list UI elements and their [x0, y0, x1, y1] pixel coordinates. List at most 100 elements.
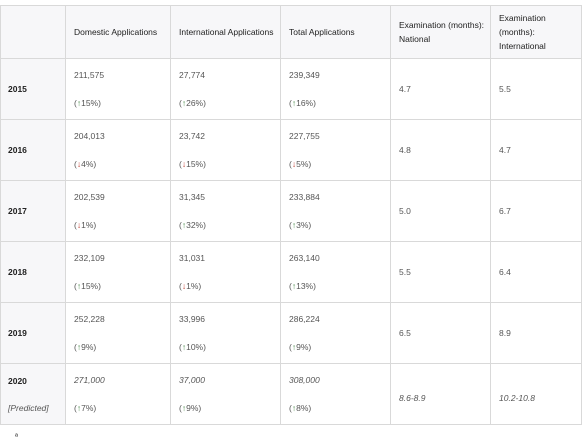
- domestic-change: (↓4%): [74, 159, 97, 169]
- international-value: 27,774: [179, 70, 205, 80]
- row-year-cell: 2019: [0, 302, 66, 364]
- year-label: 2019: [8, 328, 27, 338]
- predicted-note: [Predicted]: [8, 402, 49, 413]
- arrow-up-icon: ↑: [291, 281, 297, 291]
- international-change: (↓1%): [179, 281, 202, 291]
- total-cell: 239,349 (↑16%): [280, 58, 391, 120]
- domestic-cell: 252,228 (↑9%): [65, 302, 171, 364]
- domestic-change: (↑15%): [74, 281, 101, 291]
- domestic-value: 232,109: [74, 253, 105, 263]
- arrow-up-icon: ↑: [291, 220, 297, 230]
- header-exam-national: Examination (months): National: [390, 5, 491, 59]
- domestic-change: (↑15%): [74, 98, 101, 108]
- international-change: (↑26%): [179, 98, 206, 108]
- international-cell: 31,031 (↓1%): [170, 241, 281, 303]
- international-cell: 31,345 (↑32%): [170, 180, 281, 242]
- total-cell: 233,884 (↑3%): [280, 180, 391, 242]
- table-body: 2015 211,575 (↑15%) 27,774 (↑26%) 239,34…: [0, 58, 582, 425]
- domestic-cell: 232,109 (↑15%): [65, 241, 171, 303]
- total-change: (↑3%): [289, 220, 312, 230]
- table-row: 2017 202,539 (↓1%) 31,345 (↑32%) 233,884…: [0, 180, 582, 242]
- arrow-up-icon: ↑: [181, 342, 187, 352]
- total-value: 308,000: [289, 375, 320, 385]
- arrow-up-icon: ↑: [181, 98, 187, 108]
- header-domestic: Domestic Applications: [65, 5, 171, 59]
- total-value: 233,884: [289, 192, 320, 202]
- arrow-up-icon: ↑: [76, 98, 82, 108]
- total-value: 239,349: [289, 70, 320, 80]
- year-label: 2020: [8, 375, 27, 386]
- international-value: 37,000: [179, 375, 205, 385]
- domestic-cell: 211,575 (↑15%): [65, 58, 171, 120]
- arrow-up-icon: ↑: [76, 342, 82, 352]
- total-change: (↑16%): [289, 98, 316, 108]
- international-cell: 23,742 (↓15%): [170, 119, 281, 181]
- row-year-cell: 2015: [0, 58, 66, 120]
- total-cell: 263,140 (↑13%): [280, 241, 391, 303]
- arrow-up-icon: ↑: [291, 98, 297, 108]
- domestic-value: 211,575: [74, 70, 105, 80]
- international-change: (↑32%): [179, 220, 206, 230]
- domestic-value: 202,539: [74, 192, 105, 202]
- arrow-up-icon: ↑: [181, 403, 187, 413]
- arrow-down-icon: ↓: [181, 159, 187, 169]
- exam-national-cell: 5.0: [390, 180, 491, 242]
- year-label: 2016: [8, 145, 27, 155]
- header-international: International Applications: [170, 5, 281, 59]
- arrow-up-icon: ↑: [76, 403, 82, 413]
- total-value: 227,755: [289, 131, 320, 141]
- arrow-up-icon: ↑: [181, 220, 187, 230]
- arrow-down-icon: ↓: [291, 159, 297, 169]
- total-cell: 227,755 (↓5%): [280, 119, 391, 181]
- arrow-up-icon: ↑: [76, 281, 82, 291]
- row-year-cell: 2016: [0, 119, 66, 181]
- exam-international-cell: 6.4: [490, 241, 582, 303]
- year-label: 2015: [8, 84, 27, 94]
- domestic-value: 271,000: [74, 375, 105, 385]
- total-change: (↑13%): [289, 281, 316, 291]
- international-cell: 37,000 (↑9%): [170, 363, 281, 425]
- total-change: (↓5%): [289, 159, 312, 169]
- arrow-down-icon: ↓: [76, 159, 82, 169]
- domestic-cell: 271,000 (↑7%): [65, 363, 171, 425]
- row-year-cell: 2017: [0, 180, 66, 242]
- domestic-cell: 202,539 (↓1%): [65, 180, 171, 242]
- arrow-down-icon: ↓: [76, 220, 82, 230]
- exam-international-cell: 5.5: [490, 58, 582, 120]
- row-year-cell: 2020 [Predicted]: [0, 363, 66, 425]
- international-change: (↓15%): [179, 159, 206, 169]
- exam-national-cell: 8.6-8.9: [390, 363, 491, 425]
- exam-national-cell: 4.8: [390, 119, 491, 181]
- header-exam-international: Examination (months): International: [490, 5, 582, 59]
- table-row: 2015 211,575 (↑15%) 27,774 (↑26%) 239,34…: [0, 58, 582, 120]
- row-year-cell: 2018: [0, 241, 66, 303]
- footnote-marker: ª: [15, 432, 18, 441]
- total-change: (↑8%): [289, 403, 312, 413]
- international-cell: 27,774 (↑26%): [170, 58, 281, 120]
- header-corner-cell: [0, 5, 66, 59]
- applications-table: Domestic Applications International Appl…: [0, 5, 582, 425]
- table-row: 2018 232,109 (↑15%) 31,031 (↓1%) 263,140…: [0, 241, 582, 303]
- arrow-up-icon: ↑: [291, 403, 297, 413]
- international-change: (↑10%): [179, 342, 206, 352]
- domestic-change: (↓1%): [74, 220, 97, 230]
- table-row: 2019 252,228 (↑9%) 33,996 (↑10%) 286,224…: [0, 302, 582, 364]
- domestic-value: 204,013: [74, 131, 105, 141]
- total-change: (↑9%): [289, 342, 312, 352]
- total-cell: 308,000 (↑8%): [280, 363, 391, 425]
- year-label: 2017: [8, 206, 27, 216]
- total-cell: 286,224 (↑9%): [280, 302, 391, 364]
- total-value: 263,140: [289, 253, 320, 263]
- international-cell: 33,996 (↑10%): [170, 302, 281, 364]
- exam-international-cell: 6.7: [490, 180, 582, 242]
- exam-international-cell: 8.9: [490, 302, 582, 364]
- table-row: 2016 204,013 (↓4%) 23,742 (↓15%) 227,755…: [0, 119, 582, 181]
- international-value: 33,996: [179, 314, 205, 324]
- international-value: 31,031: [179, 253, 205, 263]
- table-row: 2020 [Predicted] 271,000 (↑7%) 37,000 (↑…: [0, 363, 582, 425]
- international-change: (↑9%): [179, 403, 202, 413]
- domestic-cell: 204,013 (↓4%): [65, 119, 171, 181]
- international-value: 31,345: [179, 192, 205, 202]
- domestic-change: (↑9%): [74, 342, 97, 352]
- header-row: Domestic Applications International Appl…: [0, 5, 582, 59]
